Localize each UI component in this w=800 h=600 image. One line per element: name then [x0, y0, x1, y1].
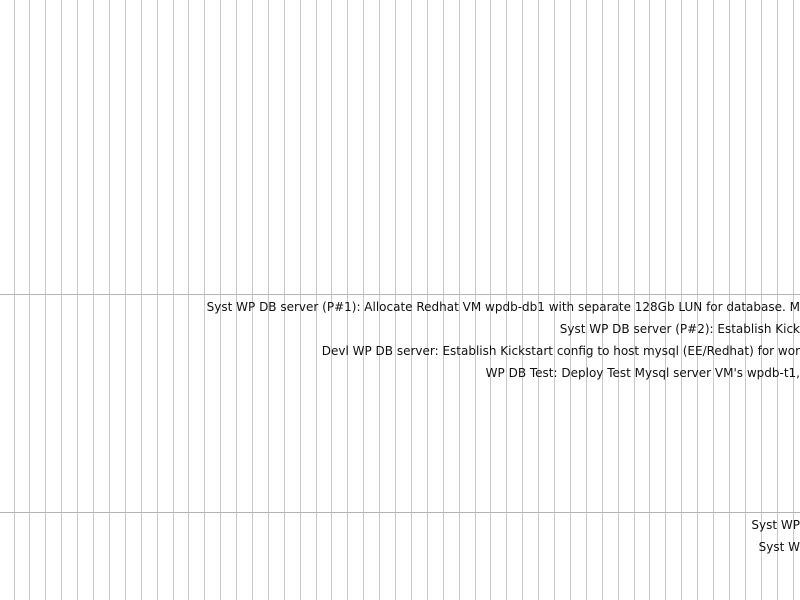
task-label-syst-wp-b[interactable]: Syst W [758, 540, 800, 554]
task-label-wp-db-test[interactable]: WP DB Test: Deploy Test Mysql server VM'… [485, 366, 800, 380]
task-label-syst-wp-db-p1[interactable]: Syst WP DB server (P#1): Allocate Redhat… [206, 300, 800, 314]
task-label-syst-wp-db-p2[interactable]: Syst WP DB server (P#2): Establish Kick [559, 322, 800, 336]
task-label-devl-wp-db[interactable]: Devl WP DB server: Establish Kickstart c… [321, 344, 800, 358]
task-label-syst-wp-a[interactable]: Syst WP [751, 518, 800, 532]
